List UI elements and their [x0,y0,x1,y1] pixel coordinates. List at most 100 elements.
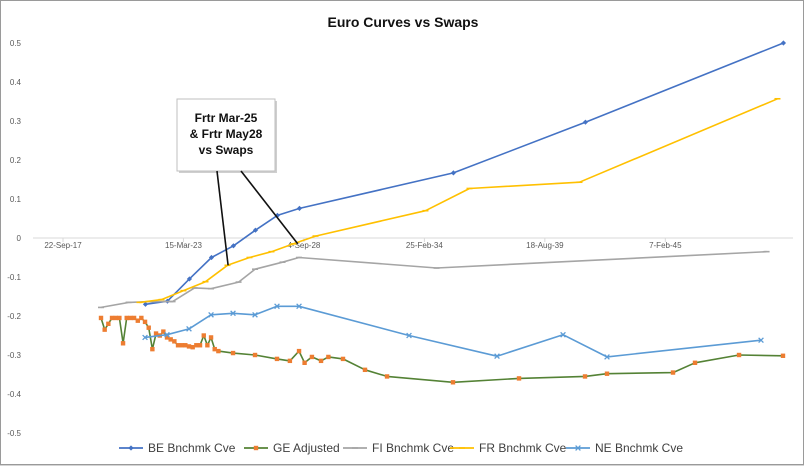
data-point [670,370,676,375]
data-point [190,345,195,350]
data-point [252,311,258,318]
legend-item: FI Bnchmk Cve [343,441,454,455]
data-point [197,343,203,348]
x-tick-label: 7-Feb-45 [649,241,682,250]
data-point [604,354,610,360]
x-tick-label: 18-Aug-39 [526,241,564,250]
data-point [164,331,170,338]
data-point [384,374,390,379]
legend-label: FI Bnchmk Cve [372,441,454,455]
data-point [216,348,221,354]
data-point [212,346,217,352]
data-point [201,333,206,338]
data-point [179,343,184,348]
data-point [302,360,307,365]
data-point [168,337,173,342]
data-point [164,335,170,340]
series-line [100,317,784,384]
data-point [296,205,303,211]
series-ne-bnchmk-cve [142,303,764,360]
data-point [183,343,188,348]
legend-label: NE Bnchmk Cve [595,441,683,455]
x-tick-label: 15-Mar-23 [165,241,202,250]
series-ge-adjusted [98,315,786,385]
data-point [230,350,236,356]
data-point [117,315,122,321]
data-point [161,329,166,334]
y-tick-label: 0.2 [10,156,22,165]
series-fr-bnchmk-cve [136,97,781,304]
data-point [287,358,293,364]
data-point [516,376,522,381]
data-point [208,254,215,261]
data-point [135,318,141,323]
legend-item: FR Bnchmk Cve [450,441,567,455]
legend-marker [128,445,134,451]
series-layer [98,40,787,385]
y-tick-label: 0.3 [10,117,22,126]
legend-item: NE Bnchmk Cve [566,441,683,455]
data-point [142,319,148,325]
data-point [318,358,324,364]
data-point [274,303,280,310]
y-tick-label: 0.4 [10,78,22,87]
legend-item: GE Adjusted [244,441,340,455]
data-point [142,301,149,307]
series-line [145,42,784,306]
data-point [146,325,151,330]
data-point [98,315,104,321]
y-tick-label: 0.1 [10,195,22,204]
legend-label: BE Bnchmk Cve [148,441,236,455]
data-point [153,331,159,336]
legend-label: FR Bnchmk Cve [479,441,567,455]
data-point [128,315,133,321]
data-point [296,303,302,310]
y-tick-label: -0.5 [7,429,21,438]
data-point [230,310,236,317]
annotation-box [176,98,276,172]
chart-title: Euro Curves vs Swaps [328,14,479,30]
data-point [362,367,368,373]
data-point [172,339,177,344]
data-point [450,380,456,385]
data-point [406,332,412,339]
y-tick-label: 0 [17,234,22,243]
x-tick-label: 22-Sep-17 [44,241,82,250]
annotation-pointer [216,170,229,266]
data-point [208,335,214,340]
data-point [150,346,155,352]
data-point [604,371,610,376]
data-point [780,40,787,46]
data-point [736,352,742,358]
annotation-pointer [240,170,299,245]
legend: BE Bnchmk Cve GE Adjusted FI Bnchmk Cve FR … [119,441,683,455]
series-line [100,250,767,309]
series-line [144,305,762,358]
legend-marker [253,445,259,451]
data-point [186,276,193,282]
y-tick-label: -0.2 [7,312,21,321]
annotation-text: & Frtr May28 [190,127,263,141]
y-tick-label: -0.4 [7,390,21,399]
data-point [142,334,148,341]
x-tick-label: 4-Sep-28 [287,241,320,250]
y-axis-ticks: 0.5 0.4 0.3 0.2 0.1 0 -0.1 -0.2 -0.3 -0.4 -0.5 [7,39,21,438]
data-point [252,352,258,358]
data-point [326,354,331,360]
data-point [113,315,118,321]
x-tick-label: 25-Feb-34 [406,241,443,250]
data-point [780,353,786,358]
data-point [186,344,192,349]
data-point [205,343,210,348]
data-point [582,374,588,379]
data-point [230,243,237,249]
data-point [692,360,698,365]
y-tick-label: -0.1 [7,273,21,282]
data-point [186,326,192,332]
data-point [194,343,199,348]
data-point [102,327,107,332]
data-point [252,227,259,233]
annotation-text: vs Swaps [199,143,254,157]
data-point [139,315,144,321]
